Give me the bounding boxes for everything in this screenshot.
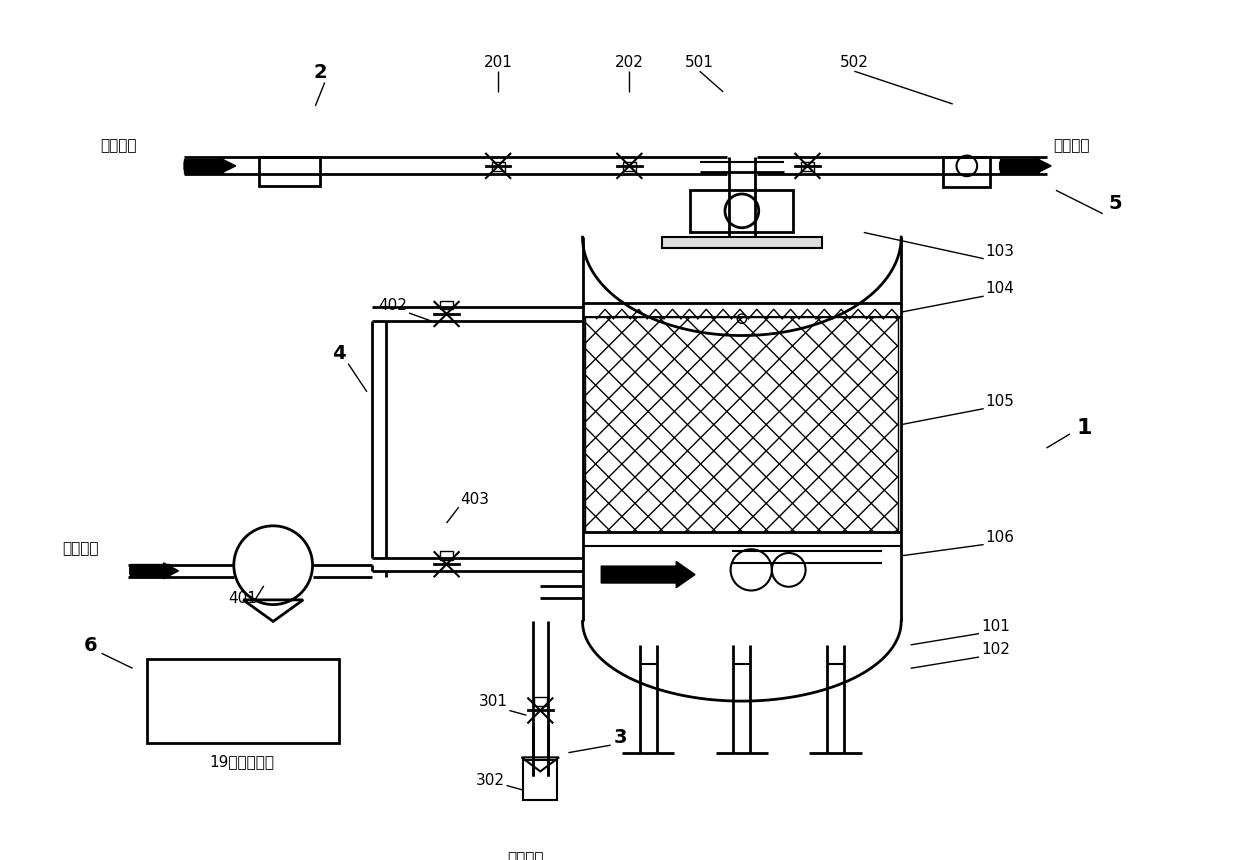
- FancyArrow shape: [999, 157, 1052, 175]
- Text: 6: 6: [83, 636, 97, 655]
- Bar: [491, 163, 505, 170]
- FancyArrow shape: [184, 157, 236, 175]
- FancyArrow shape: [130, 562, 179, 579]
- Bar: [662, 237, 822, 249]
- Text: 5: 5: [1109, 194, 1122, 213]
- Bar: [440, 301, 453, 310]
- Bar: [523, 760, 557, 800]
- Text: 19变频控制器: 19变频控制器: [210, 754, 275, 770]
- Text: 反洗进水: 反洗进水: [62, 541, 99, 556]
- Bar: [529, 825, 552, 838]
- Text: 106: 106: [986, 530, 1014, 544]
- FancyArrow shape: [601, 562, 694, 587]
- Text: 102: 102: [981, 642, 1009, 657]
- Text: 过滤出水: 过滤出水: [507, 851, 544, 860]
- Bar: [440, 551, 453, 560]
- Text: 202: 202: [615, 54, 644, 70]
- Text: 2: 2: [314, 63, 327, 82]
- Text: 4: 4: [332, 344, 346, 363]
- Text: 103: 103: [986, 244, 1014, 259]
- FancyArrow shape: [184, 159, 223, 173]
- FancyArrow shape: [130, 564, 169, 577]
- Bar: [259, 157, 320, 186]
- Text: 502: 502: [839, 54, 869, 70]
- Text: 201: 201: [484, 54, 512, 70]
- Text: 1: 1: [1076, 418, 1091, 438]
- Text: 3: 3: [614, 728, 626, 747]
- Text: 402: 402: [378, 298, 407, 313]
- Bar: [801, 163, 813, 170]
- Text: 401: 401: [228, 591, 258, 605]
- Text: 反洗出水: 反洗出水: [1053, 138, 1090, 153]
- Text: 104: 104: [986, 281, 1014, 297]
- Bar: [533, 697, 547, 706]
- Text: 403: 403: [460, 492, 490, 507]
- Bar: [691, 190, 794, 232]
- Text: 302: 302: [476, 773, 505, 789]
- Bar: [944, 157, 991, 187]
- FancyArrow shape: [529, 837, 551, 860]
- Bar: [585, 316, 899, 532]
- Bar: [146, 659, 339, 743]
- FancyArrow shape: [999, 159, 1039, 173]
- Text: 105: 105: [986, 394, 1014, 408]
- Text: 301: 301: [479, 694, 507, 709]
- Text: 过滤进水: 过滤进水: [99, 138, 136, 153]
- Bar: [622, 163, 636, 170]
- Text: 501: 501: [686, 54, 714, 70]
- Text: 101: 101: [981, 619, 1009, 634]
